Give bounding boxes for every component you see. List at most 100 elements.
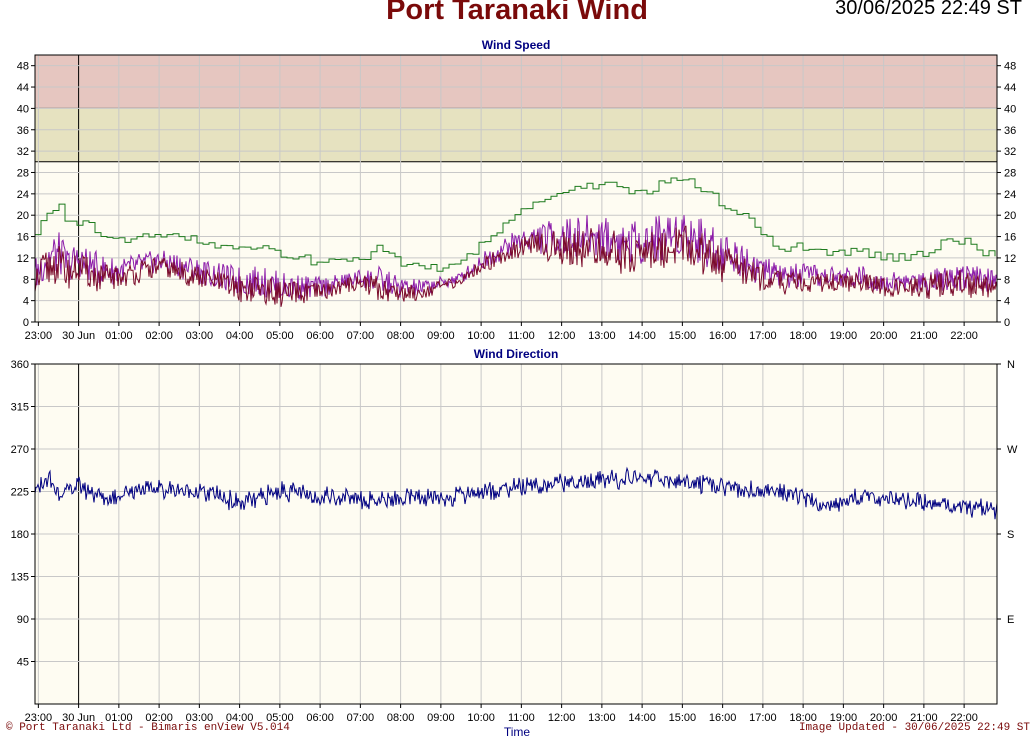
wind-speed-panel: Wind Speed 23:00 30 Jun 01:00 02:00 03:00 04:0… — [17, 38, 1017, 342]
compass-label: N — [1007, 359, 1015, 371]
wind-direction-panel: Wind Direction 23:00 30 Jun 01:00 02:00 03:00… — [11, 347, 1018, 724]
y-tick-label: 32 — [17, 146, 29, 158]
x-tick-label: 19:00 — [830, 330, 858, 342]
x-tick-label: 01:00 — [105, 330, 133, 342]
x-tick-label: 14:00 — [628, 330, 656, 342]
x-tick-label: 15:00 — [669, 712, 697, 724]
x-tick-label: 30 Jun — [62, 712, 95, 724]
y2-tick-label: 40 — [1004, 103, 1016, 115]
copyright-text: © Port Taranaki Ltd - Bimaris enView V5.… — [6, 722, 290, 734]
x-tick-label: 22:00 — [950, 330, 978, 342]
speed-detail-line — [34, 215, 998, 301]
x-tick-label: 02:00 — [145, 330, 173, 342]
y-tick-label: 40 — [17, 103, 29, 115]
y-tick-label: 48 — [17, 61, 29, 73]
x-tick-label: 09:00 — [427, 330, 455, 342]
y-tick-label: 28 — [17, 167, 29, 179]
x-tick-label: 03:00 — [186, 330, 214, 342]
y-tick-label: 12 — [17, 253, 29, 265]
threshold-band-warning — [35, 108, 997, 162]
plot-border — [34, 363, 998, 705]
x-axis-title: Time — [503, 725, 531, 739]
y-tick-label: 20 — [17, 210, 29, 222]
y-tick-label: 4 — [23, 296, 29, 308]
x-tick-label: 17:00 — [749, 712, 777, 724]
y2-tick-label: 4 — [1004, 296, 1010, 308]
y-tick-label: 225 — [11, 487, 29, 499]
y2-tick-label: 28 — [1004, 167, 1016, 179]
x-tick-label: 11:00 — [508, 712, 535, 724]
x-tick-label: 08:00 — [387, 712, 415, 724]
x-tick-label: 18:00 — [789, 330, 817, 342]
x-tick-label: 23:00 — [25, 330, 53, 342]
x-tick-label: 11:00 — [508, 330, 535, 342]
plot-border — [34, 54, 998, 323]
direction-series-line — [34, 466, 998, 520]
x-tick-label: 01:00 — [105, 712, 133, 724]
x-tick-label: 19:00 — [830, 712, 858, 724]
x-tick-label: 21:00 — [910, 330, 938, 342]
x-tick-label: 23:00 — [25, 712, 53, 724]
y-tick-label: 180 — [11, 529, 29, 541]
x-tick-label: 03:00 — [186, 712, 214, 724]
y-tick-label: 315 — [11, 402, 29, 414]
x-tick-label: 20:00 — [870, 330, 898, 342]
x-tick-label: 21:00 — [910, 712, 938, 724]
x-tick-label: 20:00 — [870, 712, 898, 724]
x-tick-label: 10:00 — [467, 712, 495, 724]
y-tick-label: 270 — [11, 444, 29, 456]
x-tick-label: 05:00 — [266, 712, 294, 724]
gust-series-line — [35, 177, 996, 272]
y2-tick-label: 48 — [1004, 61, 1016, 73]
x-tick-label: 16:00 — [709, 330, 737, 342]
y-tick-label: 135 — [11, 572, 29, 584]
x-tick-label: 13:00 — [588, 712, 616, 724]
y-tick-label: 45 — [17, 657, 29, 669]
x-tick-label: 08:00 — [387, 330, 415, 342]
x-tick-label: 30 Jun — [62, 330, 95, 342]
compass-label: W — [1007, 444, 1018, 456]
y2-tick-label: 20 — [1004, 210, 1016, 222]
y2-tick-label: 36 — [1004, 125, 1016, 137]
mean-series-line — [34, 225, 998, 307]
y2-tick-label: 0 — [1004, 317, 1010, 329]
x-tick-label: 14:00 — [628, 712, 656, 724]
y-tick-label: 0 — [23, 317, 29, 329]
x-tick-label: 10:00 — [467, 330, 495, 342]
y-tick-label: 36 — [17, 125, 29, 137]
y2-tick-label: 24 — [1004, 189, 1016, 201]
image-updated-text: Image Updated - 30/06/2025 22:49 ST — [798, 722, 1030, 734]
chart-title: Port Taranaki Wind — [386, 0, 648, 26]
x-tick-label: 07:00 — [347, 330, 375, 342]
x-tick-label: 15:00 — [669, 330, 697, 342]
x-tick-label: 17:00 — [749, 330, 777, 342]
panel-title: Wind Direction — [474, 347, 559, 361]
x-tick-label: 16:00 — [709, 712, 737, 724]
y-tick-label: 16 — [17, 232, 29, 244]
y2-tick-label: 12 — [1004, 253, 1016, 265]
x-tick-label: 12:00 — [548, 712, 576, 724]
panel-title: Wind Speed — [482, 38, 551, 52]
x-tick-label: 18:00 — [789, 712, 817, 724]
y2-tick-label: 32 — [1004, 146, 1016, 158]
x-tick-label: 07:00 — [347, 712, 375, 724]
x-tick-label: 04:00 — [226, 712, 254, 724]
x-tick-label: 02:00 — [145, 712, 173, 724]
x-tick-label: 22:00 — [950, 712, 978, 724]
threshold-band-danger — [35, 55, 997, 109]
x-tick-label: 12:00 — [548, 330, 576, 342]
y2-tick-label: 16 — [1004, 232, 1016, 244]
y2-tick-label: 44 — [1004, 82, 1016, 94]
x-tick-label: 09:00 — [427, 712, 455, 724]
x-tick-label: 06:00 — [306, 330, 334, 342]
y2-tick-label: 8 — [1004, 274, 1010, 286]
compass-label: S — [1007, 529, 1014, 541]
y-tick-label: 360 — [11, 359, 29, 371]
x-tick-label: 05:00 — [266, 330, 294, 342]
y-tick-label: 24 — [17, 189, 29, 201]
x-tick-label: 06:00 — [306, 712, 334, 724]
compass-label: E — [1007, 614, 1014, 626]
y-tick-label: 90 — [17, 614, 29, 626]
timestamp: 30/06/2025 22:49 ST — [835, 0, 1022, 19]
